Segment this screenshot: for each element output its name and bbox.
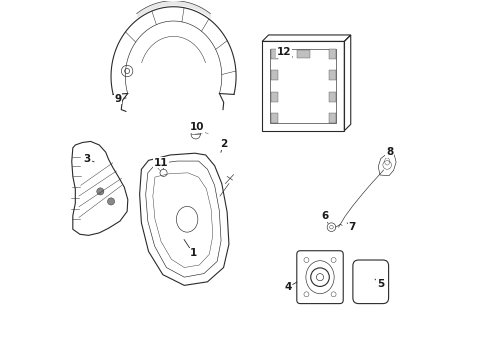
Circle shape — [107, 198, 115, 205]
Bar — [270, 92, 278, 102]
Text: 6: 6 — [322, 211, 329, 221]
Bar — [329, 113, 336, 123]
Text: 7: 7 — [348, 222, 356, 232]
Text: 1: 1 — [190, 248, 197, 258]
Bar — [329, 49, 336, 59]
Bar — [297, 50, 310, 58]
Text: 8: 8 — [386, 147, 393, 157]
Text: 12: 12 — [277, 47, 292, 57]
Text: 3: 3 — [83, 154, 91, 164]
Bar — [329, 70, 336, 80]
Text: 4: 4 — [284, 282, 292, 292]
Text: 2: 2 — [220, 139, 227, 149]
Bar — [270, 113, 278, 123]
Text: 10: 10 — [190, 122, 204, 132]
Bar — [270, 49, 278, 59]
Text: 9: 9 — [115, 94, 122, 104]
Bar — [329, 92, 336, 102]
Circle shape — [97, 188, 104, 195]
Text: 11: 11 — [154, 158, 168, 168]
Text: 5: 5 — [377, 279, 384, 289]
Bar — [270, 70, 278, 80]
